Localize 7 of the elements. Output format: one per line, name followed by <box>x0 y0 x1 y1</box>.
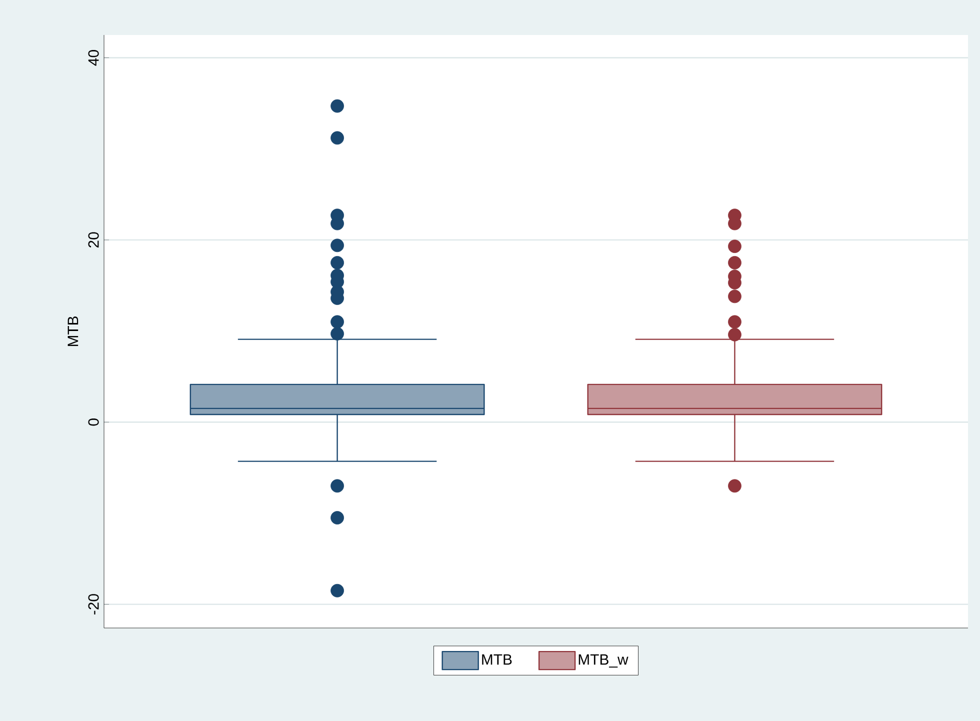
y-tick-label: 20 <box>88 232 99 248</box>
y-tick-label: -20 <box>88 594 99 614</box>
y-tick-label: 40 <box>88 50 99 66</box>
legend-label: MTB <box>482 654 512 665</box>
legend-label: MTB_w <box>578 654 628 668</box>
y-tick-label: 0 <box>88 418 99 426</box>
y-axis-title: MTB <box>68 316 78 346</box>
